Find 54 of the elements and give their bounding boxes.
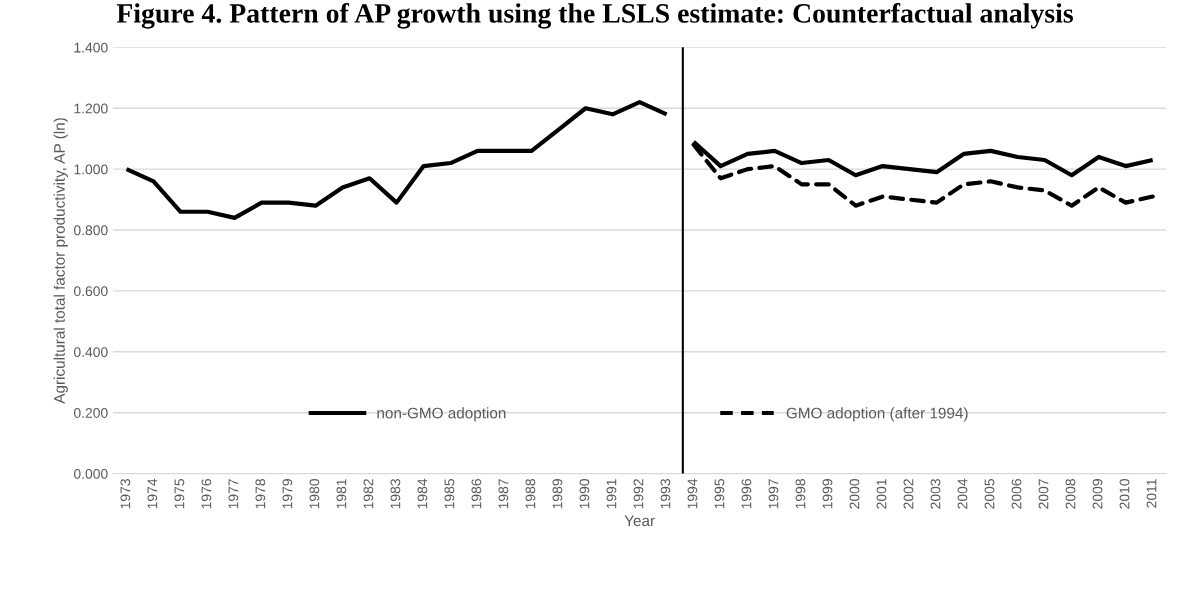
x-tick-label: 1990 bbox=[579, 479, 590, 509]
legend-label: GMO adoption (after 1994) bbox=[786, 407, 968, 422]
y-tick-label: 1.400 bbox=[74, 42, 108, 53]
y-tick-label: 0.600 bbox=[73, 286, 108, 297]
y-tick-label: 0.400 bbox=[73, 347, 108, 357]
x-tick-label: 2002 bbox=[903, 479, 914, 509]
y-tick-label: 0.000 bbox=[73, 468, 108, 479]
x-axis-title: Year bbox=[624, 515, 655, 527]
x-tick-label: 1991 bbox=[606, 479, 617, 509]
x-tick-label: 1974 bbox=[147, 478, 158, 509]
y-tick-label: 1.200 bbox=[74, 103, 108, 114]
x-tick-label: 1983 bbox=[390, 479, 401, 509]
x-tick-label: 1977 bbox=[228, 479, 239, 509]
x-tick-label: 1997 bbox=[768, 479, 779, 509]
x-tick-label: 2006 bbox=[1011, 479, 1022, 509]
x-tick-label: 1994 bbox=[687, 478, 698, 509]
x-tick-label: 2000 bbox=[849, 479, 860, 509]
x-tick-label: 2007 bbox=[1038, 479, 1049, 509]
x-tick-label: 1976 bbox=[201, 479, 212, 509]
x-tick-label: 1984 bbox=[417, 478, 428, 509]
x-tick-label: 1986 bbox=[471, 479, 482, 509]
x-tick-label: 1989 bbox=[552, 479, 563, 509]
x-tick-label: 1998 bbox=[795, 479, 806, 509]
line-series bbox=[124, 100, 669, 220]
x-tick-label: 1995 bbox=[714, 479, 725, 509]
x-tick-label: 1993 bbox=[660, 479, 671, 509]
x-tick-label: 2010 bbox=[1119, 479, 1130, 509]
x-tick-label: 1978 bbox=[255, 479, 266, 509]
x-tick-label: 2009 bbox=[1092, 479, 1103, 509]
line-series bbox=[691, 142, 1155, 208]
x-tick-label: 1987 bbox=[498, 479, 509, 509]
y-tick-label: 0.800 bbox=[73, 225, 108, 236]
x-tick-label: 1981 bbox=[336, 479, 347, 509]
legend-label: non-GMO adoption bbox=[377, 407, 506, 422]
x-tick-label: 2003 bbox=[930, 479, 941, 509]
x-tick-label: 2001 bbox=[876, 479, 887, 509]
x-tick-label: 2008 bbox=[1065, 479, 1076, 509]
x-tick-label: 2011 bbox=[1146, 479, 1157, 508]
x-tick-label: 1999 bbox=[822, 479, 833, 509]
x-tick-label: 2005 bbox=[984, 479, 995, 509]
x-tick-label: 2004 bbox=[957, 478, 968, 509]
x-tick-label: 1982 bbox=[363, 479, 374, 509]
x-tick-label: 1979 bbox=[282, 479, 293, 509]
x-tick-label: 1985 bbox=[444, 479, 455, 509]
y-tick-label: 1.000 bbox=[74, 164, 108, 175]
x-tick-label: 1980 bbox=[309, 479, 320, 509]
x-tick-label: 1988 bbox=[525, 479, 536, 509]
x-tick-label: 1973 bbox=[120, 479, 131, 509]
chart-title: Figure 4. Pattern of AP growth using the LSLS estimate: Counterfactual analysis bbox=[116, 2, 1073, 29]
y-axis-title: Agricultural total factor productivity, AP (ln) bbox=[53, 118, 68, 404]
y-tick-label: 0.200 bbox=[73, 408, 108, 418]
x-tick-label: 1996 bbox=[741, 479, 752, 509]
x-tick-label: 1975 bbox=[174, 479, 185, 509]
x-tick-label: 1992 bbox=[633, 479, 644, 509]
